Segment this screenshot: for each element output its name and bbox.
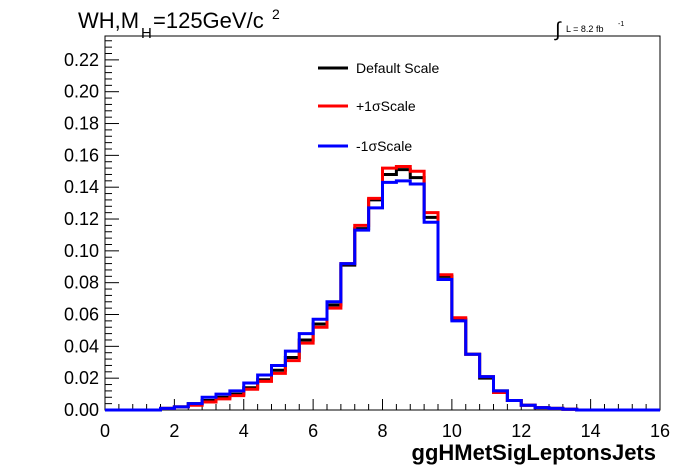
- y-tick-label: 0.02: [64, 368, 99, 388]
- x-tick-label: 0: [100, 421, 110, 441]
- title-subscript: H: [141, 25, 152, 42]
- series-layer: [105, 165, 660, 412]
- y-tick-label: 0.10: [64, 241, 99, 261]
- y-tick-label: 0.22: [64, 50, 99, 70]
- legend-label: +1σScale: [356, 98, 416, 114]
- title-superscript: 2: [272, 6, 280, 22]
- x-tick-label: 8: [377, 421, 387, 441]
- y-tick-label: 0.16: [64, 145, 99, 165]
- x-tick-label: 14: [581, 421, 601, 441]
- y-tick-label: 0.12: [64, 209, 99, 229]
- y-tick-label: 0.08: [64, 273, 99, 293]
- x-tick-label: 10: [442, 421, 462, 441]
- lumi-text: L = 8.2 fb: [566, 24, 603, 34]
- y-tick-label: 0.00: [64, 400, 99, 420]
- y-axis: 0.00 0.02 0.04 0.06 0.08 0.10 0.12 0.14 0.16 0.18…: [64, 40, 119, 420]
- legend-label: Default Scale: [356, 60, 439, 76]
- x-tick-label: 4: [239, 421, 249, 441]
- chart-title: WH,M H =125GeV/c 2: [78, 6, 280, 42]
- x-axis: 0 2 4 6 8 10 12 14 16: [100, 399, 670, 441]
- title-main: WH,M: [78, 8, 139, 33]
- y-tick-label: 0.20: [64, 82, 99, 102]
- legend-label: -1σScale: [356, 138, 412, 154]
- integral-symbol: ∫: [554, 19, 562, 41]
- title-rest: =125GeV/c: [153, 8, 264, 33]
- y-tick-label: 0.18: [64, 114, 99, 134]
- y-tick-label: 0.04: [64, 336, 99, 356]
- x-axis-label: ggHMetSigLeptonsJets: [412, 440, 656, 465]
- lumi-superscript: -1: [618, 21, 624, 28]
- legend: Default Scale +1σScale -1σScale: [318, 60, 439, 154]
- x-tick-label: 6: [308, 421, 318, 441]
- x-tick-label: 12: [511, 421, 531, 441]
- y-tick-label: 0.06: [64, 305, 99, 325]
- x-tick-label: 16: [650, 421, 670, 441]
- y-tick-label: 0.14: [64, 177, 99, 197]
- x-tick-label: 2: [169, 421, 179, 441]
- luminosity-label: ∫ L = 8.2 fb -1: [554, 19, 624, 41]
- series-line-minus-1-sigma-scale: [105, 179, 660, 412]
